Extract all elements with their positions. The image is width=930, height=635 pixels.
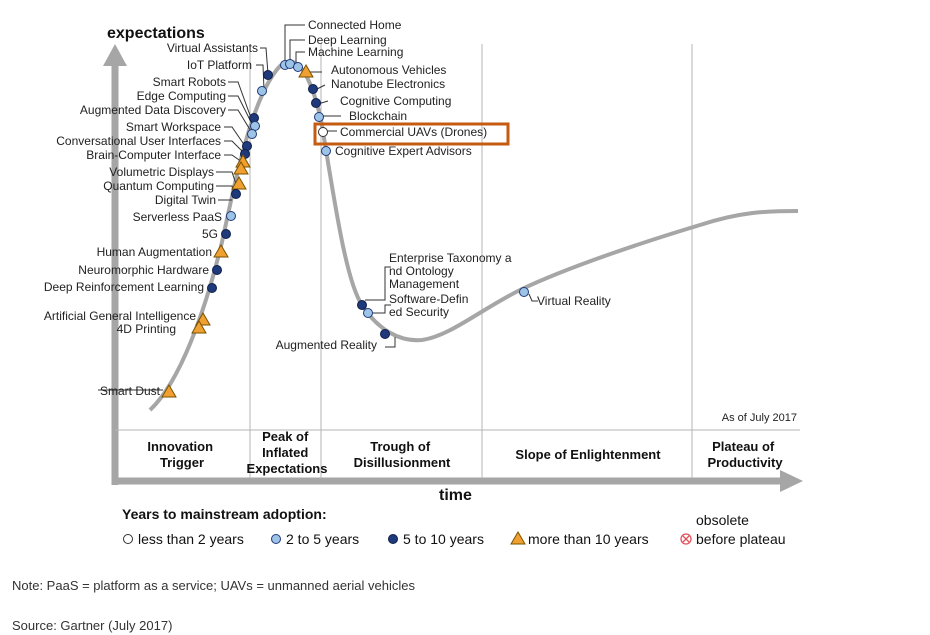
as-of-label: As of July 2017 bbox=[722, 412, 797, 424]
y-axis-arrow-icon bbox=[103, 44, 127, 66]
marker-volumetric-displays bbox=[233, 161, 249, 175]
technology-markers bbox=[161, 59, 529, 398]
phase-label: Innovation Trigger bbox=[147, 439, 216, 470]
tech-label-virtual-reality: Virtual Reality bbox=[537, 294, 611, 308]
legend-label-obsolete: obsolete before plateau bbox=[696, 512, 786, 547]
tech-label-smart-robots: Smart Robots bbox=[153, 75, 226, 89]
highlight-box bbox=[313, 122, 510, 146]
marker-deep-reinforcement-learning bbox=[207, 283, 217, 293]
phase-label: Slope of Enlightenment bbox=[515, 447, 661, 462]
y-axis-label: expectations bbox=[107, 25, 205, 42]
tech-label-volumetric-displays: Volumetric Displays bbox=[109, 165, 214, 179]
leader-lines bbox=[98, 24, 538, 391]
tech-label-neuromorphic-hardware: Neuromorphic Hardware bbox=[78, 263, 209, 277]
marker-augmented-data-discovery bbox=[247, 129, 257, 139]
tech-label-smart-dust: Smart Dust bbox=[100, 384, 161, 398]
marker-cognitive-expert-advisors bbox=[321, 146, 331, 156]
marker-4d-printing bbox=[191, 320, 207, 334]
tech-label-virtual-assistants: Virtual Assistants bbox=[167, 41, 258, 55]
legend-label-5to10: 5 to 10 years bbox=[403, 531, 484, 547]
marker-software-defined-security bbox=[363, 308, 373, 318]
phase-label: Plateau of Productivity bbox=[707, 439, 783, 470]
tech-label-augmented-reality: Augmented Reality bbox=[276, 338, 377, 352]
legend-label-lt2: less than 2 years bbox=[138, 531, 244, 547]
tech-label-quantum-computing: Quantum Computing bbox=[103, 179, 214, 193]
marker-virtual-reality bbox=[519, 287, 529, 297]
tech-label-augmented-data-discovery: Augmented Data Discovery bbox=[80, 103, 226, 117]
tech-label-cognitive-expert-advisors: Cognitive Expert Advisors bbox=[335, 144, 472, 158]
marker-cognitive-computing bbox=[311, 98, 321, 108]
marker-serverless-paas bbox=[226, 211, 236, 221]
marker-smart-dust bbox=[161, 384, 177, 398]
marker-commercial-uavs-drones bbox=[318, 127, 328, 137]
tech-label-smart-workspace: Smart Workspace bbox=[126, 120, 221, 134]
tech-label-deep-learning: Deep Learning bbox=[308, 33, 387, 47]
tech-label-machine-learning: Machine Learning bbox=[308, 45, 403, 59]
marker-virtual-assistants bbox=[263, 70, 273, 80]
marker-nanotube-electronics bbox=[308, 84, 318, 94]
tech-label-cognitive-computing: Cognitive Computing bbox=[340, 94, 451, 108]
tech-label-blockchain: Blockchain bbox=[349, 109, 407, 123]
x-axis-label: time bbox=[439, 487, 472, 504]
tech-label-human-augmentation: Human Augmentation bbox=[97, 245, 212, 259]
legend-label-2to5: 2 to 5 years bbox=[286, 531, 359, 547]
tech-label-iot-platform: IoT Platform bbox=[187, 58, 252, 72]
marker-digital-twin bbox=[231, 189, 241, 199]
marker-enterprise-taxonomy-and-ontology-management bbox=[357, 300, 367, 310]
marker-augmented-reality bbox=[380, 329, 390, 339]
footnote: Note: PaaS = platform as a service; UAVs… bbox=[12, 578, 415, 593]
tech-label-4d-printing: 4D Printing bbox=[117, 322, 176, 336]
tech-label-software-defined-security: Software-Defin ed Security bbox=[389, 292, 468, 319]
marker-blockchain bbox=[314, 112, 324, 122]
marker-machine-learning bbox=[293, 62, 303, 72]
marker-autonomous-vehicles bbox=[298, 64, 314, 78]
marker-legend-gt10 bbox=[510, 531, 526, 545]
legend: less than 2 years 2 to 5 years 5 to 10 yea… bbox=[123, 512, 786, 547]
marker-neuromorphic-hardware bbox=[212, 265, 222, 275]
tech-label-enterprise-taxonomy-and-ontology-management: Enterprise Taxonomy a nd Ontology Manageme… bbox=[389, 251, 512, 291]
marker-5g bbox=[221, 229, 231, 239]
x-axis-arrow-icon bbox=[780, 470, 803, 492]
tech-label-digital-twin: Digital Twin bbox=[155, 193, 216, 207]
tech-label-conversational-user-interfaces: Conversational User Interfaces bbox=[56, 134, 221, 148]
source-note: Source: Gartner (July 2017) bbox=[12, 618, 173, 633]
tech-label-brain-computer-interface: Brain-Computer Interface bbox=[86, 148, 221, 162]
phase-label: Peak of Inflated Expectations bbox=[247, 429, 328, 476]
legend-label-gt10: more than 10 years bbox=[528, 531, 649, 547]
tech-label-5g: 5G bbox=[202, 227, 218, 241]
tech-label-serverless-paas: Serverless PaaS bbox=[133, 210, 222, 224]
marker-quantum-computing bbox=[231, 176, 247, 190]
tech-label-connected-home: Connected Home bbox=[308, 18, 402, 32]
marker-iot-platform bbox=[257, 86, 267, 96]
marker-legend-obsolete bbox=[680, 533, 692, 545]
tech-label-commercial-uavs-drones: Commercial UAVs (Drones) bbox=[340, 125, 487, 139]
tech-label-autonomous-vehicles: Autonomous Vehicles bbox=[331, 63, 446, 77]
marker-legend-lt2 bbox=[123, 534, 133, 544]
tech-label-deep-reinforcement-learning: Deep Reinforcement Learning bbox=[44, 280, 204, 294]
marker-legend-5to10 bbox=[388, 534, 398, 544]
marker-legend-2to5 bbox=[271, 534, 281, 544]
legend-title: Years to mainstream adoption: bbox=[122, 506, 327, 522]
tech-label-edge-computing: Edge Computing bbox=[137, 89, 226, 103]
tech-label-nanotube-electronics: Nanotube Electronics bbox=[331, 77, 445, 91]
tech-label-artificial-general-intelligence: Artificial General Intelligence bbox=[44, 309, 196, 323]
phase-label: Trough of Disillusionment bbox=[354, 439, 451, 470]
marker-human-augmentation bbox=[213, 244, 229, 258]
